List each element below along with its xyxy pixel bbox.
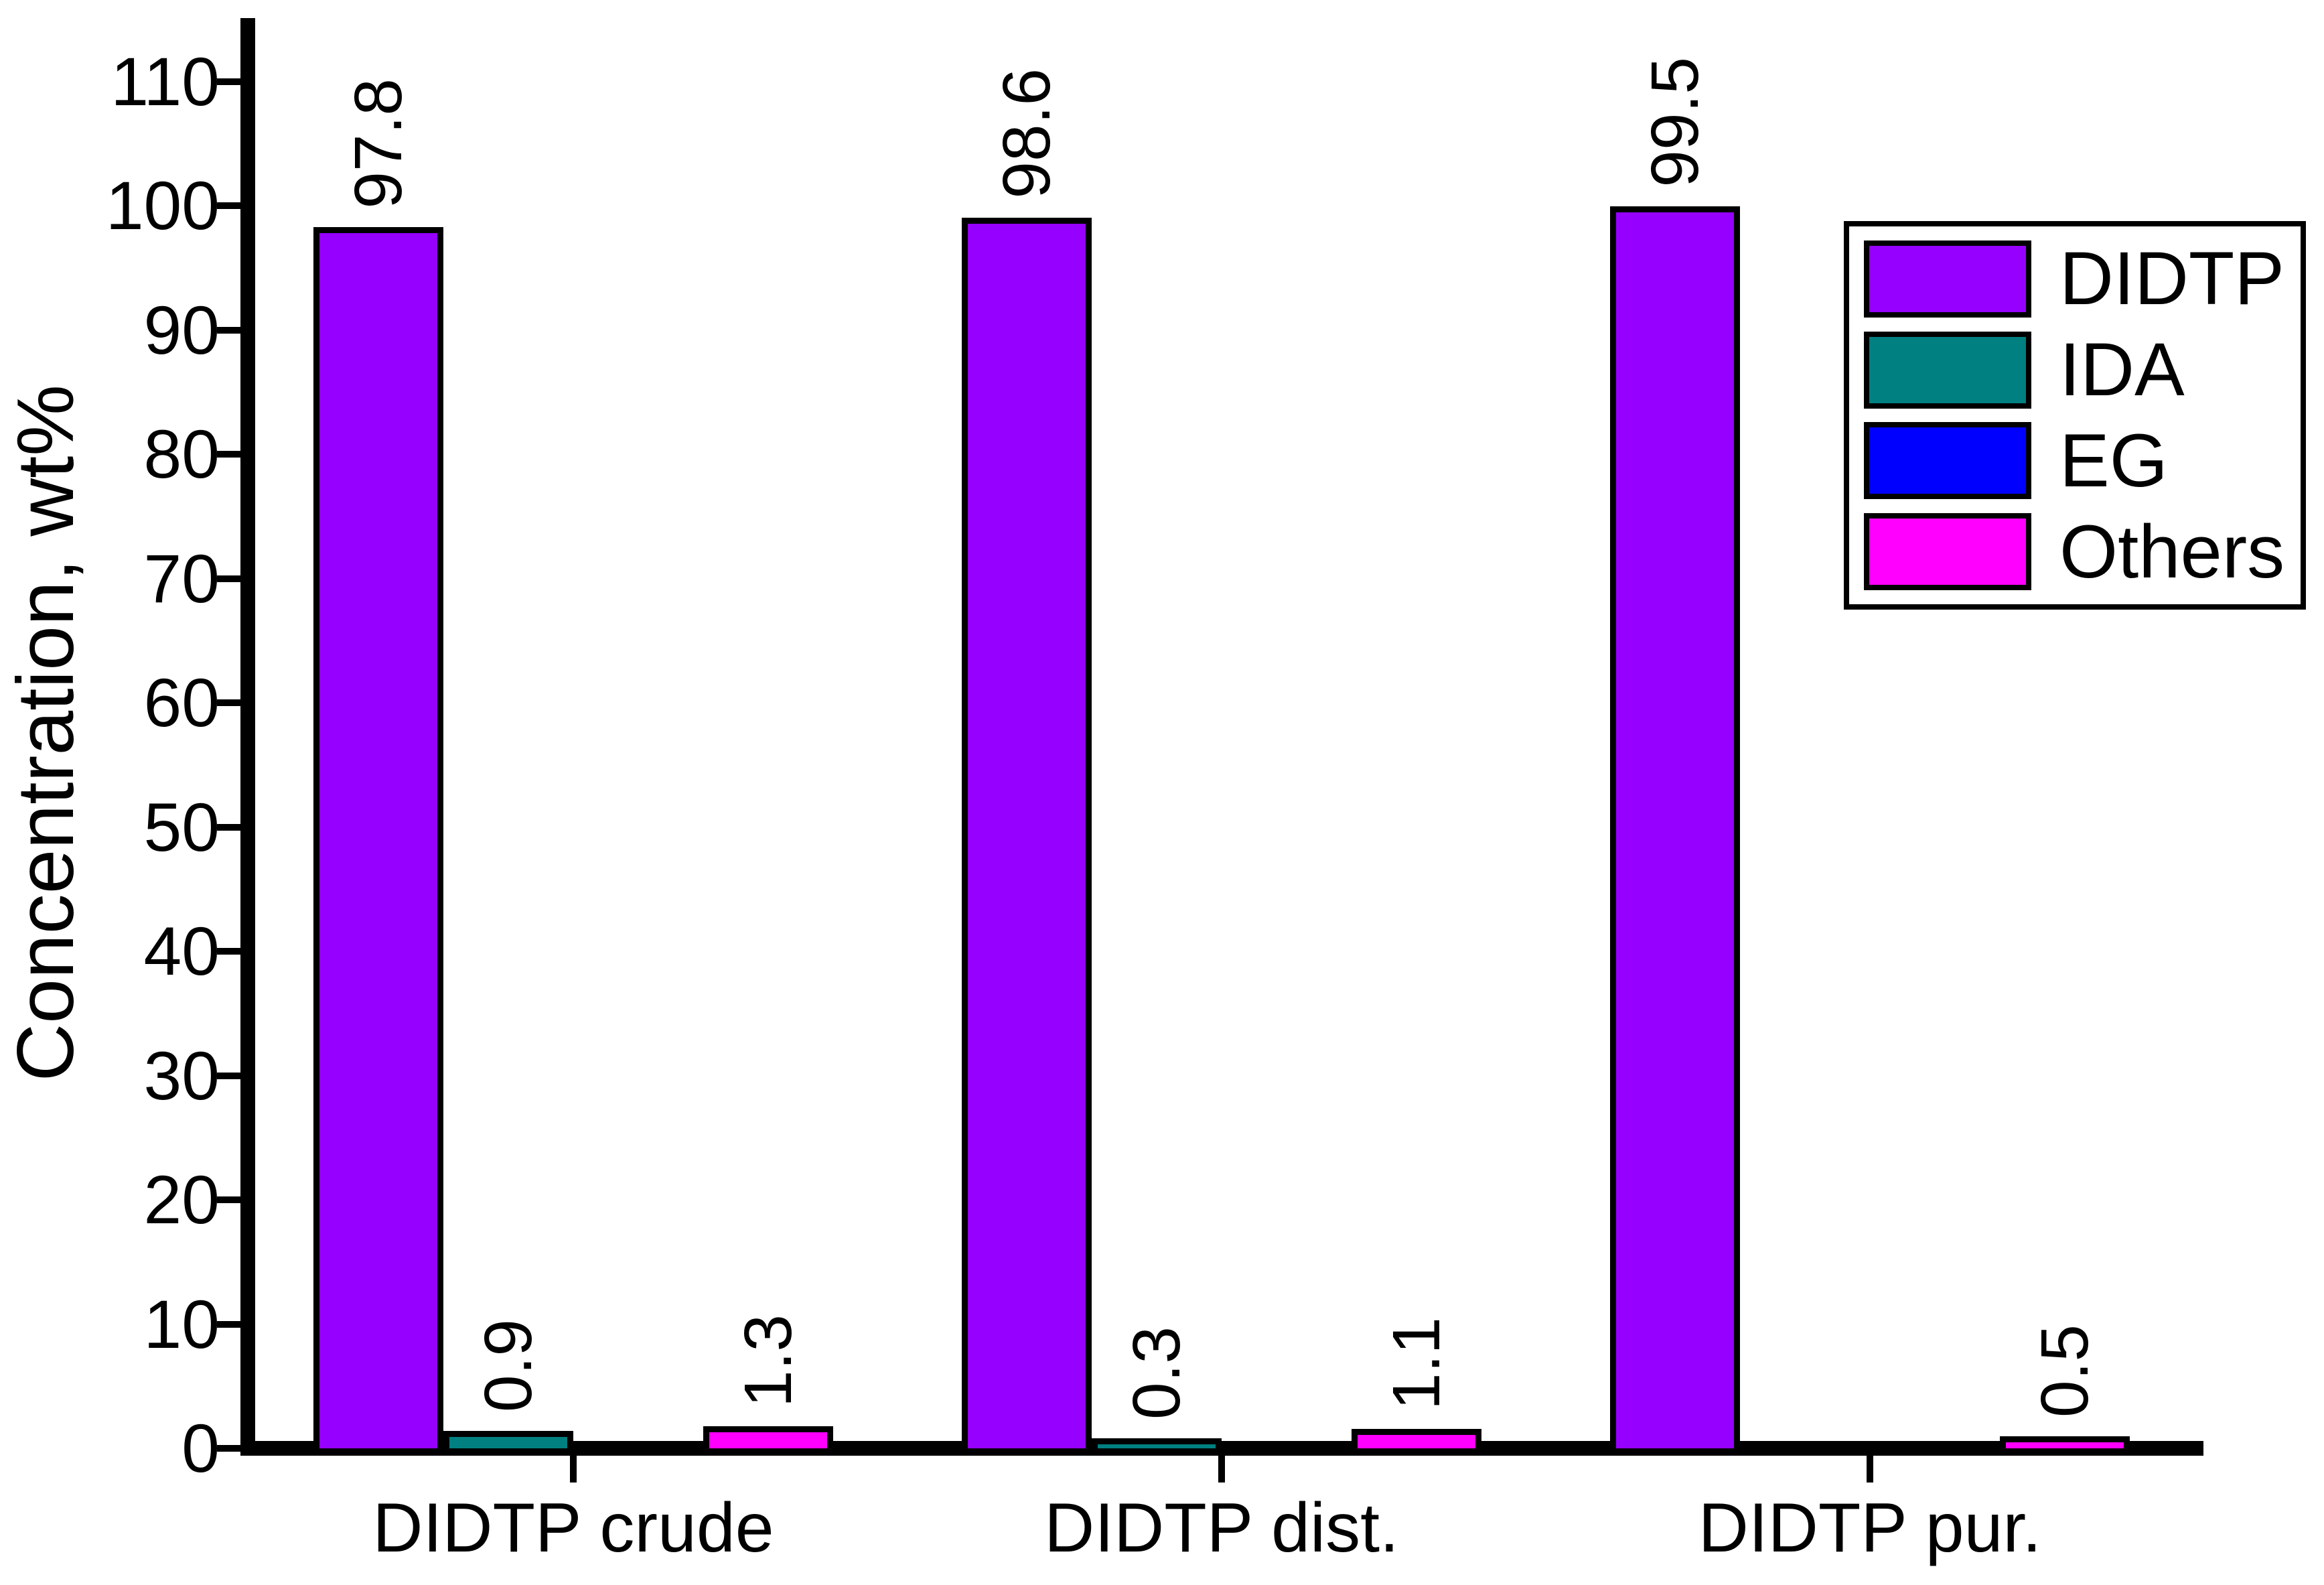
bar-others-1 (1352, 1428, 1481, 1454)
legend-label-eg: EG (2059, 418, 2168, 502)
bar-value-label-others-1: 1.1 (1379, 1316, 1454, 1410)
y-tick-label-80: 80 (143, 416, 220, 492)
y-tick-label-50: 50 (143, 789, 220, 866)
y-tick-label-60: 60 (143, 665, 220, 741)
x-category-label-2: DIDTP pur. (1698, 1489, 2042, 1567)
y-tick-40 (217, 948, 242, 955)
legend-swatch-others (1864, 513, 2031, 591)
y-tick-60 (217, 699, 242, 706)
bar-value-label-didtp-2: 99.5 (1638, 57, 1713, 188)
y-tick-label-0: 0 (181, 1410, 220, 1487)
y-tick-50 (217, 824, 242, 831)
legend-row-eg: EG (1849, 418, 2301, 502)
bar-value-label-others-0: 1.3 (731, 1314, 806, 1407)
legend-label-didtp: DIDTP (2059, 236, 2284, 321)
x-tick-0 (570, 1456, 577, 1483)
bar-value-label-ida-0: 0.9 (471, 1319, 546, 1413)
x-tick-2 (1867, 1456, 1873, 1483)
y-tick-label-10: 10 (143, 1286, 220, 1363)
y-tick-100 (217, 202, 242, 209)
bar-didtp-1 (962, 217, 1092, 1454)
y-tick-30 (217, 1073, 242, 1079)
y-tick-label-40: 40 (143, 913, 220, 989)
legend-row-others: Others (1849, 509, 2301, 594)
x-tick-1 (1218, 1456, 1225, 1483)
y-tick-label-30: 30 (143, 1038, 220, 1114)
legend-label-others: Others (2059, 509, 2285, 594)
y-tick-label-20: 20 (143, 1162, 220, 1238)
y-tick-110 (217, 78, 242, 85)
y-tick-80 (217, 451, 242, 458)
y-tick-label-100: 100 (105, 167, 220, 244)
y-tick-label-70: 70 (143, 541, 220, 617)
bar-ida-0 (443, 1431, 573, 1454)
bar-didtp-2 (1610, 206, 1740, 1454)
y-tick-label-90: 90 (143, 292, 220, 368)
x-category-label-1: DIDTP dist. (1044, 1489, 1399, 1567)
y-tick-10 (217, 1321, 242, 1328)
legend-swatch-eg (1864, 422, 2031, 500)
bar-didtp-0 (313, 227, 443, 1454)
y-tick-20 (217, 1196, 242, 1203)
bar-others-2 (2000, 1436, 2130, 1454)
legend-label-ida: IDA (2059, 328, 2185, 412)
y-tick-label-110: 110 (111, 44, 220, 120)
y-tick-0 (217, 1445, 242, 1452)
bar-others-0 (703, 1426, 833, 1454)
bar-ida-1 (1092, 1438, 1222, 1454)
legend-swatch-didtp (1864, 240, 2031, 318)
legend-row-ida: IDA (1849, 328, 2301, 412)
bar-value-label-ida-1: 0.3 (1119, 1326, 1194, 1420)
bar-value-label-didtp-0: 97.8 (341, 78, 416, 209)
y-tick-90 (217, 327, 242, 334)
legend-row-didtp: DIDTP (1849, 240, 2301, 318)
legend: DIDTP IDA EG Others (1844, 221, 2306, 610)
y-tick-70 (217, 575, 242, 582)
x-category-label-0: DIDTP crude (372, 1489, 774, 1567)
bar-value-label-others-2: 0.5 (2027, 1324, 2102, 1418)
y-axis-spine (240, 18, 255, 1456)
legend-swatch-ida (1864, 331, 2031, 409)
bar-value-label-didtp-1: 98.6 (989, 68, 1064, 199)
